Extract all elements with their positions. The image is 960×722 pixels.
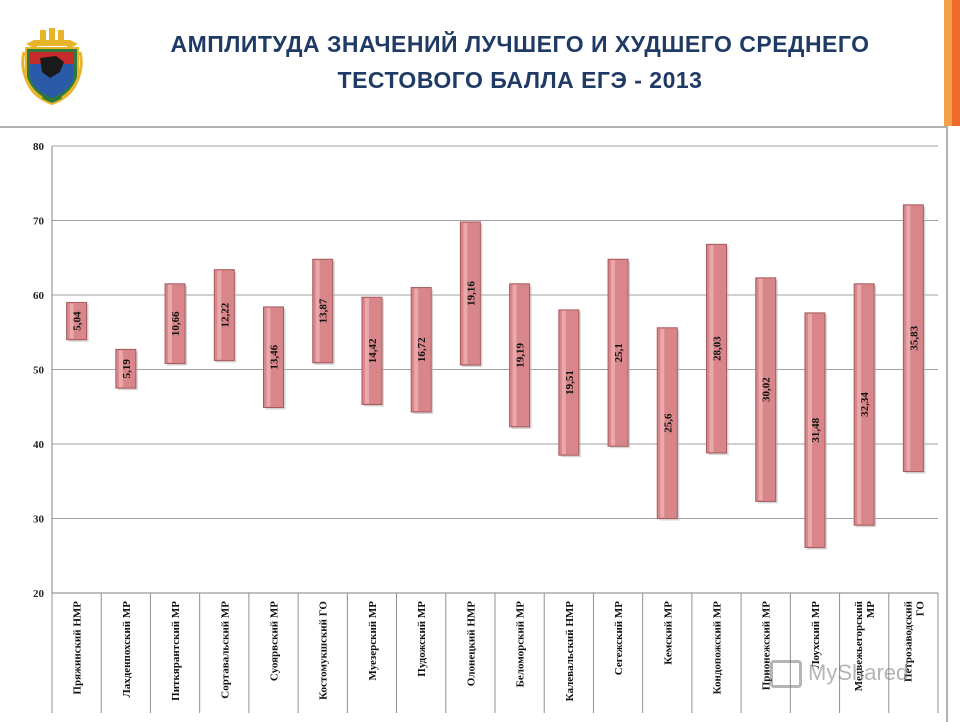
category-label: МР: [865, 601, 877, 618]
y-tick-label: 40: [33, 439, 45, 451]
data-label: 19,16: [465, 281, 477, 306]
category-label: Питкярантский МР: [170, 601, 182, 701]
data-label: 16,72: [416, 337, 428, 362]
bar-highlight: [118, 350, 123, 388]
bar-highlight: [807, 313, 812, 547]
category-label: Беломорский МР: [515, 601, 527, 688]
category-label: Суоярвский МР: [269, 601, 281, 681]
bar-highlight: [364, 298, 369, 404]
y-tick-label: 80: [33, 141, 45, 153]
bar-highlight: [414, 288, 419, 411]
y-tick-label: 60: [33, 290, 45, 302]
bar-highlight: [463, 222, 468, 365]
watermark: MyShared: [770, 660, 909, 689]
category-label: Костомукшский ГО: [318, 601, 330, 700]
data-label: 35,83: [908, 325, 920, 350]
category-label: Муезерский МР: [367, 601, 379, 681]
category-label: Сортавальский МР: [219, 601, 231, 699]
header: АМПЛИТУДА ЗНАЧЕНИЙ ЛУЧШЕГО И ХУДШЕГО СРЕ…: [0, 0, 960, 126]
data-label: 25,1: [613, 343, 625, 362]
category-label: Кемский МР: [662, 601, 674, 665]
data-label: 30,02: [761, 377, 773, 402]
accent-stripe: [944, 0, 960, 126]
category-label: Кондопожский МР: [712, 601, 724, 695]
data-label: 12,22: [219, 302, 231, 327]
data-label: 14,42: [367, 338, 379, 363]
data-label: 10,66: [170, 311, 182, 336]
watermark-icon: [770, 660, 802, 689]
bar-highlight: [906, 205, 911, 471]
bar-highlight: [217, 270, 222, 360]
bar-highlight: [69, 303, 74, 339]
title-line-1: АМПЛИТУДА ЗНАЧЕНИЙ ЛУЧШЕГО И ХУДШЕГО СРЕ…: [170, 31, 870, 57]
category-label: Пряжинский НМР: [72, 601, 84, 695]
bar-highlight: [660, 328, 665, 518]
category-label: ГО: [914, 601, 926, 617]
data-label: 13,46: [269, 344, 281, 369]
category-label: Прионежский МР: [761, 601, 773, 691]
y-tick-label: 70: [33, 216, 45, 228]
bar-highlight: [315, 260, 320, 362]
range-bar-chart: 20 30 40 50 60 70 80 5,04 Пряжинский НМР 5,19 Лахд…: [33, 141, 939, 713]
y-tick-label: 30: [33, 514, 45, 526]
accent-stripe-dark: [952, 0, 960, 126]
bar-highlight: [611, 260, 616, 446]
category-label: Медвежьегорский: [853, 600, 865, 691]
data-label: 28,03: [712, 336, 724, 361]
bar-highlight: [857, 284, 862, 525]
category-label: Лахденпохский МР: [121, 601, 133, 698]
data-label: 32,34: [859, 392, 871, 417]
bar-highlight: [709, 245, 714, 452]
data-label: 19,19: [515, 342, 527, 367]
category-label: Калевальский НМР: [564, 601, 576, 702]
data-label: 25,6: [662, 413, 674, 433]
category-label: Лоухский МР: [810, 601, 822, 669]
category-label: Пудожский МР: [416, 601, 428, 677]
bar-highlight: [168, 284, 173, 363]
page-title: АМПЛИТУДА ЗНАЧЕНИЙ ЛУЧШЕГО И ХУДШЕГО СРЕ…: [110, 26, 930, 98]
data-label: 5,04: [72, 311, 84, 331]
chart-panel: 20 30 40 50 60 70 80 5,04 Пряжинский НМР 5,19 Лахд…: [0, 126, 948, 722]
bar-highlight: [512, 284, 517, 426]
category-label: Петрозаводский: [902, 600, 914, 682]
data-label: 13,87: [318, 298, 330, 323]
y-tick-label: 50: [33, 365, 45, 377]
bar-highlight: [266, 307, 271, 407]
y-tick-label: 20: [33, 588, 45, 600]
watermark-text: MyShared: [808, 660, 909, 685]
coat-of-arms-icon: [21, 28, 83, 106]
data-label: 31,48: [810, 417, 822, 442]
category-label: Олонецкий НМР: [465, 601, 477, 686]
category-label: Сегежский МР: [613, 601, 625, 675]
bar-highlight: [561, 310, 566, 455]
data-label: 5,19: [121, 359, 133, 379]
bar-highlight: [758, 278, 763, 501]
title-line-2: ТЕСТОВОГО БАЛЛА ЕГЭ - 2013: [337, 67, 703, 93]
data-label: 19,51: [564, 370, 576, 395]
